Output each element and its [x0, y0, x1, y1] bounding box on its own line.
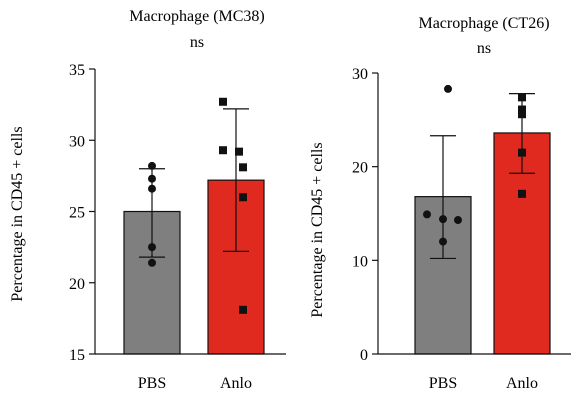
data-point-pbs [148, 184, 156, 193]
chart-panel-ct26: Macrophage (CT26) ns Percentage in CD45 … [309, 15, 571, 392]
x-tick-label-mc38: Anlo [220, 375, 252, 392]
data-point-pbs [444, 84, 452, 93]
data-point-pbs [148, 258, 156, 267]
y-tick-label-mc38: 15 [69, 347, 85, 364]
x-tick-label-ct26: PBS [429, 375, 457, 392]
y-tick-label-mc38: 20 [69, 276, 85, 293]
data-point-anlo [219, 146, 227, 155]
data-point-pbs [439, 237, 447, 246]
data-point-anlo [219, 97, 227, 106]
y-tick-label-ct26: 0 [360, 347, 368, 364]
data-point-pbs [148, 243, 156, 252]
y-tick-label-ct26: 30 [352, 66, 368, 83]
data-point-anlo [235, 147, 243, 156]
data-point-anlo [518, 148, 526, 157]
data-point-anlo [518, 110, 526, 119]
data-point-pbs [439, 215, 447, 224]
chart-panel-mc38: Macrophage (MC38) ns Percentage in CD45 … [9, 8, 286, 392]
x-tick-label-mc38: PBS [138, 375, 166, 392]
data-point-anlo [239, 193, 247, 202]
data-point-anlo [239, 163, 247, 172]
chart-subtitle-ct26: ns [477, 40, 491, 57]
y-tick-label-ct26: 10 [352, 253, 368, 270]
y-tick-label-mc38: 30 [69, 133, 85, 150]
plot-area-mc38: 15 20 25 30 35 PBS Anlo [69, 62, 286, 392]
chart-subtitle-mc38: ns [190, 34, 204, 51]
data-point-anlo [518, 105, 526, 114]
chart-title-mc38: Macrophage (MC38) [129, 8, 265, 25]
x-tick-label-ct26: Anlo [506, 375, 538, 392]
data-point-anlo [518, 93, 526, 102]
y-tick-label-ct26: 20 [352, 160, 368, 177]
plot-area-ct26: 0 10 20 30 PBS Anlo [352, 66, 571, 392]
data-point-pbs [148, 161, 156, 170]
error-bar-anlo-mc38 [223, 108, 249, 252]
y-axis-label-mc38: Percentage in CD45 + cells [9, 126, 26, 301]
y-tick-label-mc38: 35 [69, 62, 85, 79]
data-point-pbs [423, 210, 431, 219]
data-point-anlo [239, 305, 247, 314]
data-point-anlo [518, 189, 526, 198]
y-tick-label-mc38: 25 [69, 205, 85, 222]
chart-title-ct26: Macrophage (CT26) [418, 15, 549, 32]
data-point-pbs [148, 174, 156, 183]
data-point-pbs [454, 216, 462, 225]
y-axis-label-ct26: Percentage in CD45 + cells [309, 142, 326, 317]
